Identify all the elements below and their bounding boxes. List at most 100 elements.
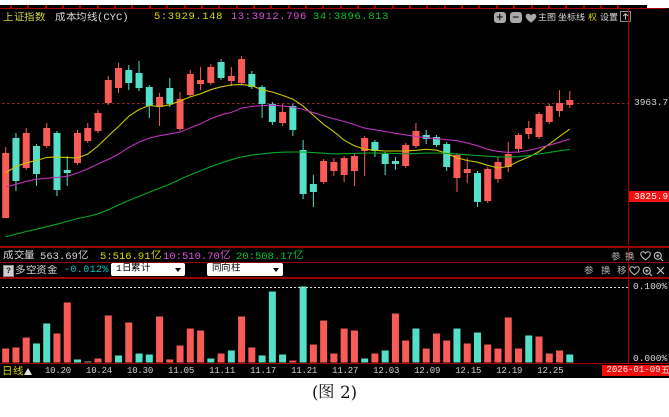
candle-body xyxy=(340,158,348,175)
cjk-glyph xyxy=(26,265,36,274)
volume-favorite-icon[interactable] xyxy=(640,251,651,261)
heart-shape xyxy=(525,13,537,23)
cjk-char xyxy=(26,265,36,274)
volume-params-icon[interactable] xyxy=(611,251,621,262)
candle-body xyxy=(63,169,71,174)
fund-bar xyxy=(371,353,379,363)
top-tick xyxy=(183,5,186,8)
candle-body xyxy=(115,68,123,88)
cjk-glyph xyxy=(584,265,594,274)
cjk-glyph xyxy=(221,263,230,272)
volume-switch-icon[interactable] xyxy=(625,251,635,262)
cjk-glyph xyxy=(212,263,221,272)
period-arrow-icon[interactable] xyxy=(24,367,32,375)
indicator-switch-icon[interactable] xyxy=(601,265,611,276)
accumulation-dropdown[interactable]: 1 xyxy=(111,263,185,276)
top-tick xyxy=(235,5,238,8)
chart-window: (CYC) 5:3929.148 13:3912.796 34:3896.813… xyxy=(0,5,669,378)
indicator-params-icon[interactable] xyxy=(584,265,594,276)
indicator-zoom-icon[interactable] xyxy=(642,266,653,277)
date-label: 11.05 xyxy=(168,365,195,376)
fund-bar xyxy=(115,355,123,363)
cyc5-line xyxy=(5,84,571,174)
fund-bar xyxy=(412,328,420,363)
magnifier-plus xyxy=(645,268,649,272)
candle-body xyxy=(104,80,112,104)
candle-body xyxy=(463,169,471,174)
fund-bar xyxy=(443,340,451,363)
candle-body xyxy=(525,127,533,135)
divider-volume-indicator[interactable] xyxy=(0,261,669,264)
column-style-dropdown[interactable] xyxy=(206,263,283,276)
zoom-in-button[interactable]: + xyxy=(494,11,506,23)
volume-ma10: 10:510.70 xyxy=(163,250,230,262)
indicator-name[interactable]: (CYC) xyxy=(55,11,129,24)
candle-body xyxy=(279,112,287,124)
fund-bar xyxy=(2,348,10,363)
cjk-char xyxy=(46,265,57,274)
fund-bar xyxy=(53,333,61,363)
top-tick xyxy=(270,5,273,8)
fund-bar xyxy=(186,328,194,363)
cjk-char xyxy=(36,265,46,275)
fund-bar xyxy=(104,315,112,363)
candle-body xyxy=(166,87,174,104)
candle-body xyxy=(94,113,102,131)
candle-body xyxy=(484,169,492,202)
divider-chart-dates[interactable] xyxy=(0,362,669,365)
divider-indicator-chart[interactable] xyxy=(0,277,669,279)
fund-bar xyxy=(197,330,205,363)
top-tick xyxy=(27,5,30,8)
cjk-glyph xyxy=(220,250,230,260)
zoom-out-button[interactable]: − xyxy=(510,11,522,23)
candle-body xyxy=(309,184,317,192)
fund-bar xyxy=(320,320,328,363)
indicator-name-label[interactable] xyxy=(15,265,57,277)
price-axis-line xyxy=(627,8,629,363)
fund-bar xyxy=(463,343,471,363)
figure-caption-text: ( 2) xyxy=(311,383,358,402)
cjk-glyph xyxy=(3,250,14,260)
cjk-char xyxy=(131,263,141,272)
indicator-help-icon[interactable]: ? xyxy=(3,264,14,277)
top-tick xyxy=(426,5,429,8)
cjk-glyph xyxy=(293,250,303,260)
top-tick xyxy=(96,5,99,8)
divider-main-volume[interactable] xyxy=(0,246,669,248)
collapse-pane-button[interactable] xyxy=(619,11,631,22)
candle-body xyxy=(135,72,143,88)
date-label: 12.03 xyxy=(373,365,400,376)
date-label: 11.17 xyxy=(250,365,277,376)
candle-body xyxy=(43,127,51,147)
candle-body xyxy=(361,137,369,152)
fund-bar xyxy=(135,353,143,363)
date-label: 11.27 xyxy=(332,365,359,376)
chart-canvas[interactable] xyxy=(0,5,669,378)
cjk-glyph xyxy=(15,265,25,275)
candle-body xyxy=(53,132,61,191)
volume-label[interactable] xyxy=(3,250,35,262)
cjk-char xyxy=(611,251,621,260)
dropdown-arrow-icon xyxy=(272,267,279,272)
candle-body xyxy=(258,87,266,104)
indicator-move-icon[interactable] xyxy=(617,265,627,276)
top-tick xyxy=(565,5,568,8)
top-tick xyxy=(44,5,47,8)
magnifier-circle xyxy=(642,266,651,275)
candlestick-series xyxy=(2,55,574,219)
cyc13-value: 13:3912.796 xyxy=(231,11,307,23)
cjk-char xyxy=(625,251,635,260)
price-mark-high: 3963.7 xyxy=(634,97,669,108)
top-tick xyxy=(10,5,12,8)
indicator-close-icon[interactable] xyxy=(656,266,665,275)
period-label[interactable] xyxy=(2,366,23,378)
window-top-border xyxy=(0,7,666,10)
indicator-favorite-icon[interactable] xyxy=(629,266,640,276)
top-tick xyxy=(287,5,290,8)
volume-zoom-icon[interactable] xyxy=(653,251,664,262)
figure-caption: ( 2) xyxy=(0,383,669,402)
favorite-heart-icon[interactable] xyxy=(525,13,537,24)
cyc5-value: 5:3929.148 xyxy=(154,11,224,23)
cjk-glyph xyxy=(12,366,23,376)
cjk-char xyxy=(320,384,334,399)
